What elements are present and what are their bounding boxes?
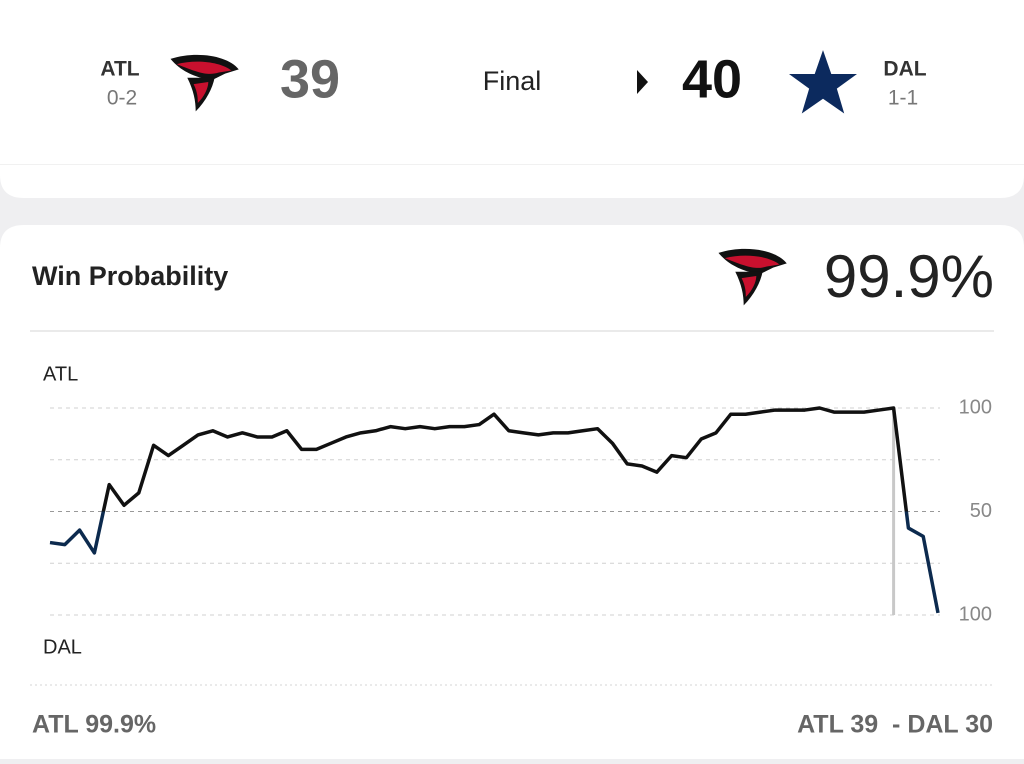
footer-probability: ATL 99.9% — [32, 711, 156, 739]
probability-line — [49, 406, 940, 614]
card-bottom — [0, 165, 1024, 198]
team-abbr: ATL — [100, 58, 139, 81]
team-score: 40 — [682, 49, 742, 109]
footer-score: ATL 39 - DAL 30 — [797, 711, 993, 739]
score-card — [0, 0, 1024, 165]
bottom-team-label: DAL — [43, 636, 82, 658]
winner-arrow — [637, 70, 648, 94]
y-tick-label: 100 — [959, 603, 992, 625]
chart-card — [0, 225, 1024, 759]
game-status: Final — [483, 66, 542, 96]
team-record: 0-2 — [107, 87, 137, 110]
current-probability: 99.9% — [824, 243, 994, 310]
team-abbr: DAL — [883, 58, 926, 81]
plot: 100 50 100 — [49, 396, 992, 625]
section-title: Win Probability — [32, 261, 228, 291]
team-record: 1-1 — [888, 87, 918, 110]
y-tick-label: 50 — [970, 500, 992, 522]
team-logo — [782, 43, 864, 119]
top-team-label: ATL — [43, 363, 78, 385]
team-score: 39 — [280, 49, 340, 109]
y-tick-label: 100 — [959, 396, 992, 418]
